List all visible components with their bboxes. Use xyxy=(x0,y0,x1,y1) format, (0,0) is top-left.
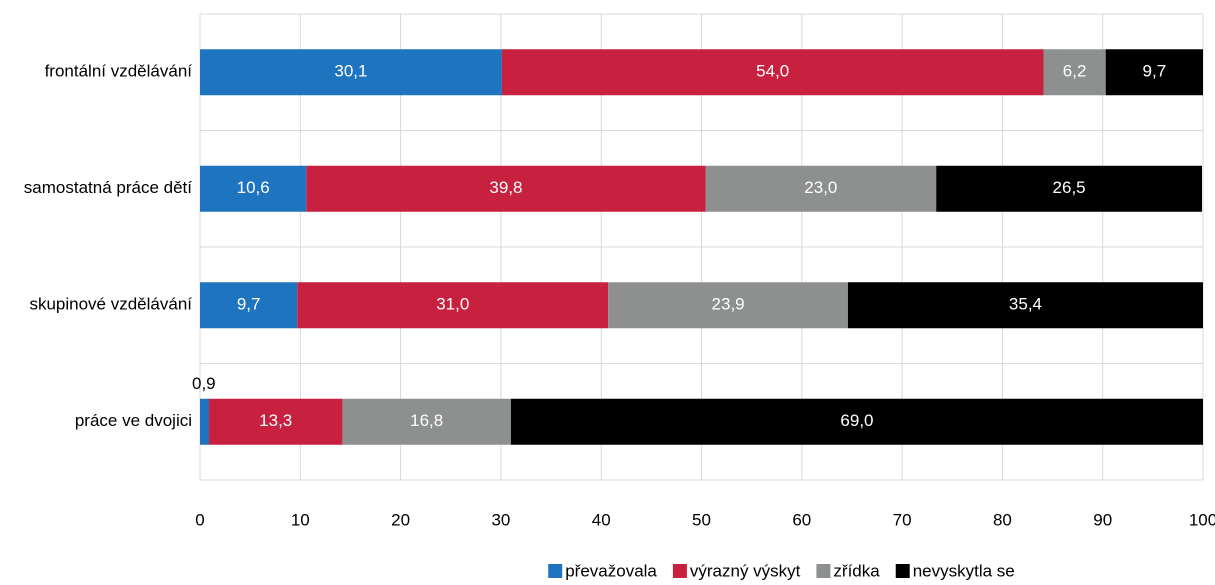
bar-segment xyxy=(936,165,1202,212)
bar-segment xyxy=(608,282,848,329)
data-label: 23,9 xyxy=(712,295,745,314)
data-label: 6,2 xyxy=(1063,62,1087,81)
legend-label: zřídka xyxy=(833,561,880,580)
data-label: 26,5 xyxy=(1053,178,1086,197)
bar-segment xyxy=(200,165,307,212)
data-label: 35,4 xyxy=(1009,295,1042,314)
x-tick-label: 10 xyxy=(291,510,310,529)
data-label: 10,6 xyxy=(237,178,270,197)
bar-segment xyxy=(705,165,937,212)
bar-segment xyxy=(1105,49,1203,96)
data-label: 16,8 xyxy=(410,411,443,430)
bar-segment xyxy=(306,165,706,212)
x-tick-label: 60 xyxy=(792,510,811,529)
data-label: 31,0 xyxy=(436,295,469,314)
legend-swatch xyxy=(672,564,687,578)
data-label: 69,0 xyxy=(840,411,873,430)
x-tick-label: 50 xyxy=(692,510,711,529)
legend-swatch xyxy=(548,564,563,578)
bar-segment xyxy=(209,398,343,445)
bar-segment xyxy=(200,282,298,329)
bar-segment xyxy=(847,282,1203,329)
legend-label: nevyskytla se xyxy=(913,561,1015,580)
legend-label: převažovala xyxy=(565,561,657,580)
y-tick-label: samostatná práce dětí xyxy=(24,178,192,197)
x-tick-label: 90 xyxy=(1093,510,1112,529)
x-tick-label: 30 xyxy=(491,510,510,529)
y-tick-label: skupinové vzdělávání xyxy=(29,295,192,314)
y-tick-label: práce ve dvojici xyxy=(75,411,192,430)
data-label: 9,7 xyxy=(237,295,261,314)
data-label: 23,0 xyxy=(804,178,837,197)
legend-swatch xyxy=(895,564,910,578)
data-label: 0,9 xyxy=(192,374,216,393)
bar-segment xyxy=(501,49,1044,96)
x-tick-label: 100 xyxy=(1189,510,1215,529)
data-label: 13,3 xyxy=(259,411,292,430)
data-label: 54,0 xyxy=(756,62,789,81)
legend-label: výrazný výskyt xyxy=(690,561,801,580)
bar-segment xyxy=(510,398,1203,445)
x-tick-label: 20 xyxy=(391,510,410,529)
bar-segment xyxy=(342,398,511,445)
bar-segment xyxy=(297,282,609,329)
legend-swatch xyxy=(816,564,831,578)
data-label: 30,1 xyxy=(334,62,367,81)
data-label: 39,8 xyxy=(489,178,522,197)
x-tick-label: 70 xyxy=(893,510,912,529)
x-tick-label: 40 xyxy=(592,510,611,529)
bar-segment xyxy=(200,398,210,445)
bar-segment xyxy=(1043,49,1106,96)
x-tick-label: 0 xyxy=(195,510,204,529)
data-label: 9,7 xyxy=(1143,62,1167,81)
y-tick-label: frontální vzdělávání xyxy=(45,62,193,81)
x-tick-label: 80 xyxy=(993,510,1012,529)
bar-segment xyxy=(200,49,502,96)
